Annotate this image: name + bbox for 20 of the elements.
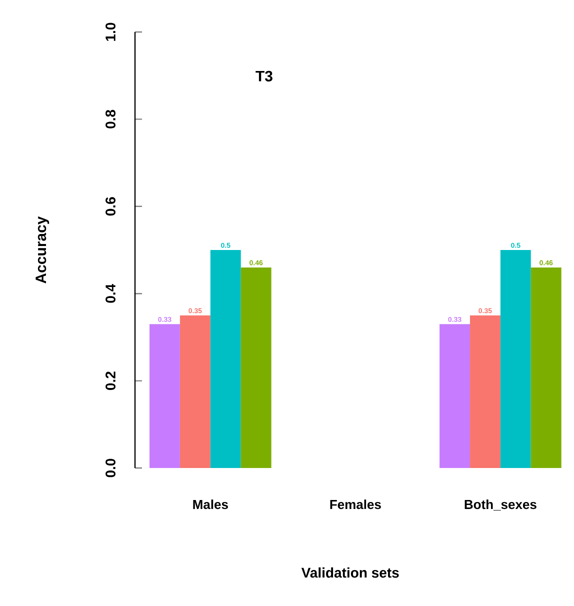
bar xyxy=(210,250,241,468)
text: T3 xyxy=(256,70,272,82)
bar xyxy=(500,250,531,468)
y-tick-label: 0.0 xyxy=(106,458,116,478)
y-tick-label: 1.0 xyxy=(106,22,116,41)
x-tick-label: Females xyxy=(330,500,381,510)
x-tick-label: Males xyxy=(193,500,228,510)
y-tick-label: 0.2 xyxy=(106,372,116,390)
y-tick-label: 0.6 xyxy=(106,197,116,216)
y-tick-label: 0.4 xyxy=(106,284,116,303)
bar xyxy=(440,324,470,468)
bar xyxy=(150,324,180,468)
y-tick-label: 0.8 xyxy=(106,110,116,128)
y-axis-title: Accuracy xyxy=(36,216,50,284)
bar xyxy=(240,267,272,468)
bar xyxy=(530,267,562,468)
bar xyxy=(470,315,500,468)
x-axis-title: Validation sets xyxy=(301,567,399,578)
bar xyxy=(180,315,210,468)
x-tick-label: Both_sexes xyxy=(464,500,536,511)
